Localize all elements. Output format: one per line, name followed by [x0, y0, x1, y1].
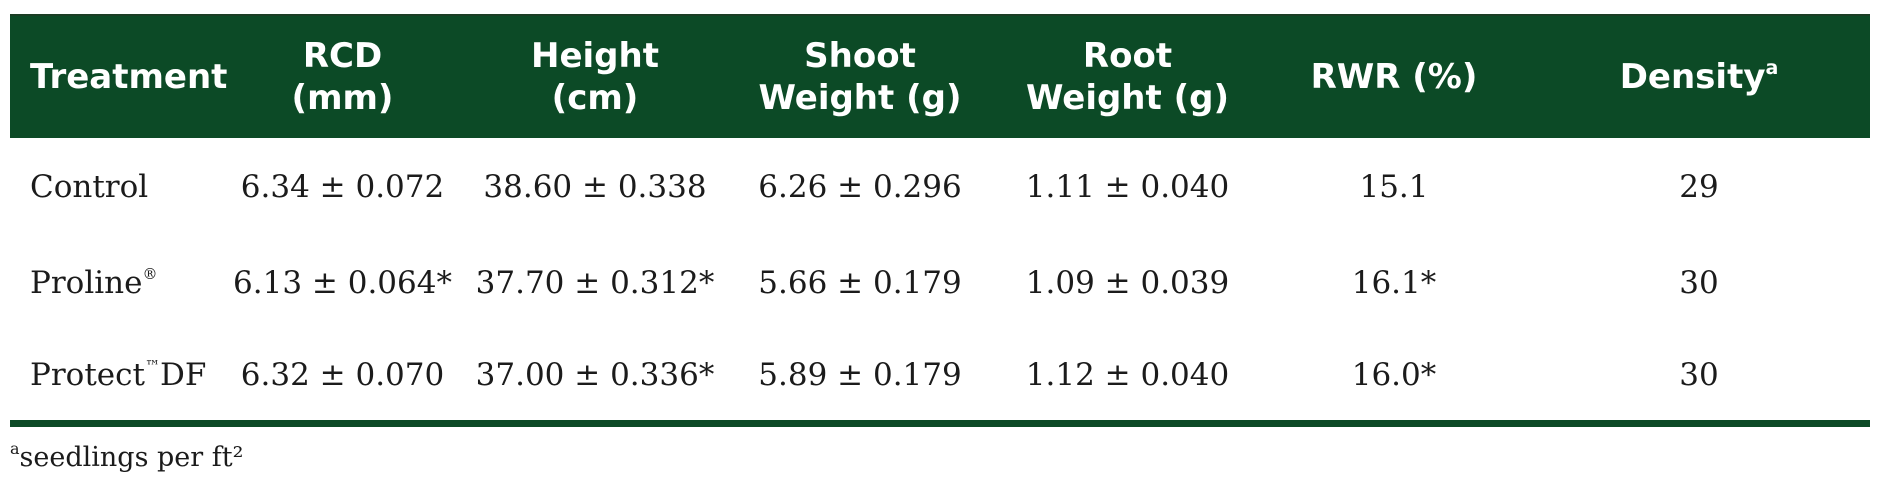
footnote-marker: a: [10, 439, 20, 458]
cell-shoot-weight: 6.26 ± 0.296: [758, 169, 962, 205]
cell-shoot-weight: 5.66 ± 0.179: [758, 265, 962, 301]
table-footnote: aseedlings per ft²: [10, 439, 244, 474]
header-row: Treatment RCD (mm) Height (cm) Shoot Wei…: [10, 16, 1870, 138]
cell-density: 29: [1679, 169, 1719, 205]
header-treatment: Treatment: [30, 57, 228, 97]
header-root-weight: Root Weight (g): [1025, 36, 1230, 118]
cell-rcd: 6.34 ± 0.072: [240, 169, 445, 205]
cell-height: 37.00 ± 0.336*: [475, 357, 715, 393]
cell-treatment: Control: [30, 169, 149, 205]
table-row: Control 6.34 ± 0.072 38.60 ± 0.338 6.26 …: [10, 138, 1870, 236]
cell-density: 30: [1679, 265, 1719, 301]
cell-rwr: 16.0*: [1351, 357, 1437, 393]
bottom-rule: [10, 420, 1870, 427]
table-row: Protect™DF 6.32 ± 0.070 37.00 ± 0.336* 5…: [10, 330, 1870, 420]
cell-rcd: 6.32 ± 0.070: [240, 357, 445, 393]
cell-treatment: Proline®: [30, 265, 158, 301]
cell-rcd: 6.13 ± 0.064*: [233, 265, 452, 301]
header-height: Height (cm): [531, 36, 659, 118]
cell-rwr: 15.1: [1359, 169, 1429, 205]
cell-rwr: 16.1*: [1351, 265, 1437, 301]
cell-root-weight: 1.09 ± 0.039: [1025, 265, 1230, 301]
header-density: Densitya: [1619, 57, 1779, 97]
top-rule: [10, 14, 1870, 16]
cell-shoot-weight: 5.89 ± 0.179: [758, 357, 962, 393]
footnote-text: seedlings per ft²: [19, 442, 244, 473]
cell-height: 37.70 ± 0.312*: [475, 265, 715, 301]
cell-treatment: Protect™DF: [30, 357, 207, 393]
cell-density: 30: [1679, 357, 1719, 393]
density-footnote-marker: a: [1765, 57, 1779, 79]
table-row: Proline® 6.13 ± 0.064* 37.70 ± 0.312* 5.…: [10, 236, 1870, 330]
header-rwr: RWR (%): [1310, 57, 1478, 97]
results-table: Treatment RCD (mm) Height (cm) Shoot Wei…: [10, 16, 1870, 420]
cell-root-weight: 1.11 ± 0.040: [1025, 169, 1230, 205]
header-shoot-weight: Shoot Weight (g): [758, 36, 962, 118]
data-table-container: Treatment RCD (mm) Height (cm) Shoot Wei…: [10, 14, 1870, 427]
cell-height: 38.60 ± 0.338: [483, 169, 707, 205]
cell-root-weight: 1.12 ± 0.040: [1025, 357, 1230, 393]
header-rcd: RCD (mm): [291, 36, 394, 118]
